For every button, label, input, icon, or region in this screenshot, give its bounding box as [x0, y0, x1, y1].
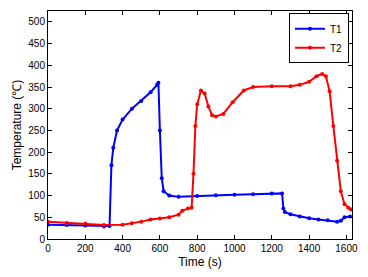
svg-text:Temperature (℃): Temperature (℃): [10, 80, 24, 171]
svg-text:400: 400: [28, 60, 45, 71]
svg-text:1400: 1400: [298, 243, 321, 254]
svg-text:500: 500: [28, 16, 45, 27]
svg-text:800: 800: [189, 243, 206, 254]
svg-text:200: 200: [77, 243, 94, 254]
svg-text:300: 300: [28, 103, 45, 114]
svg-text:450: 450: [28, 38, 45, 49]
svg-text:100: 100: [28, 190, 45, 201]
svg-text:Time (s): Time (s): [178, 255, 222, 269]
svg-text:T2: T2: [330, 43, 342, 54]
svg-text:0: 0: [45, 243, 51, 254]
svg-text:0: 0: [39, 234, 45, 245]
svg-text:1600: 1600: [335, 243, 358, 254]
svg-text:1200: 1200: [261, 243, 284, 254]
svg-text:1000: 1000: [223, 243, 246, 254]
svg-text:350: 350: [28, 82, 45, 93]
svg-text:150: 150: [28, 168, 45, 179]
svg-text:200: 200: [28, 147, 45, 158]
svg-text:250: 250: [28, 125, 45, 136]
svg-text:50: 50: [34, 212, 46, 223]
svg-text:T1: T1: [330, 24, 342, 35]
svg-text:400: 400: [114, 243, 131, 254]
svg-text:600: 600: [152, 243, 169, 254]
